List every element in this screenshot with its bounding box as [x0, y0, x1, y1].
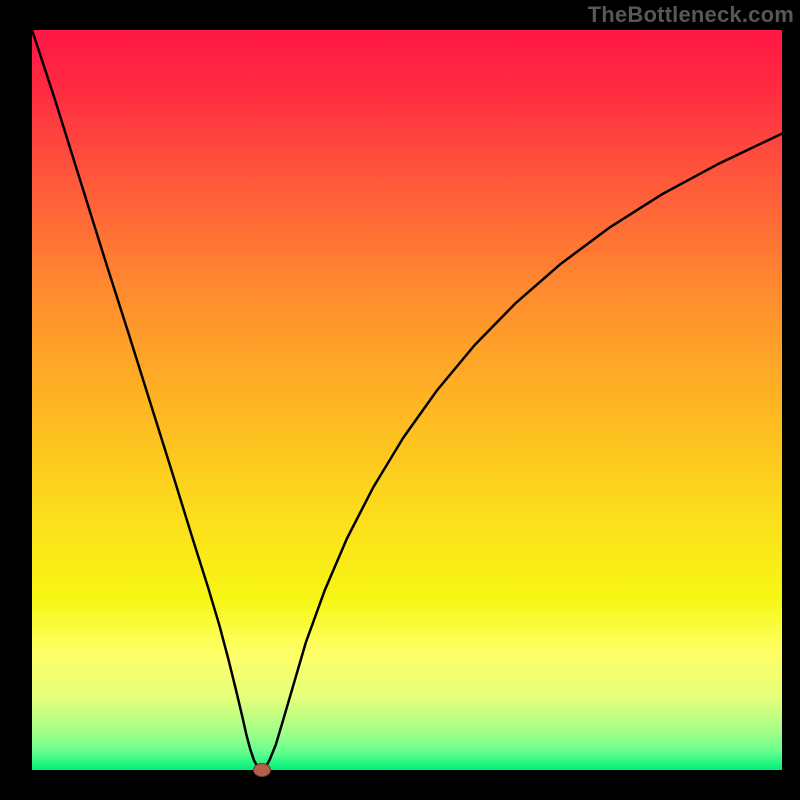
curve-path [32, 30, 782, 770]
plot-area [32, 30, 782, 770]
bottleneck-curve [32, 30, 782, 770]
watermark-text: TheBottleneck.com [588, 2, 794, 28]
chart-container: TheBottleneck.com [0, 0, 800, 800]
curve-min-marker [253, 763, 271, 777]
